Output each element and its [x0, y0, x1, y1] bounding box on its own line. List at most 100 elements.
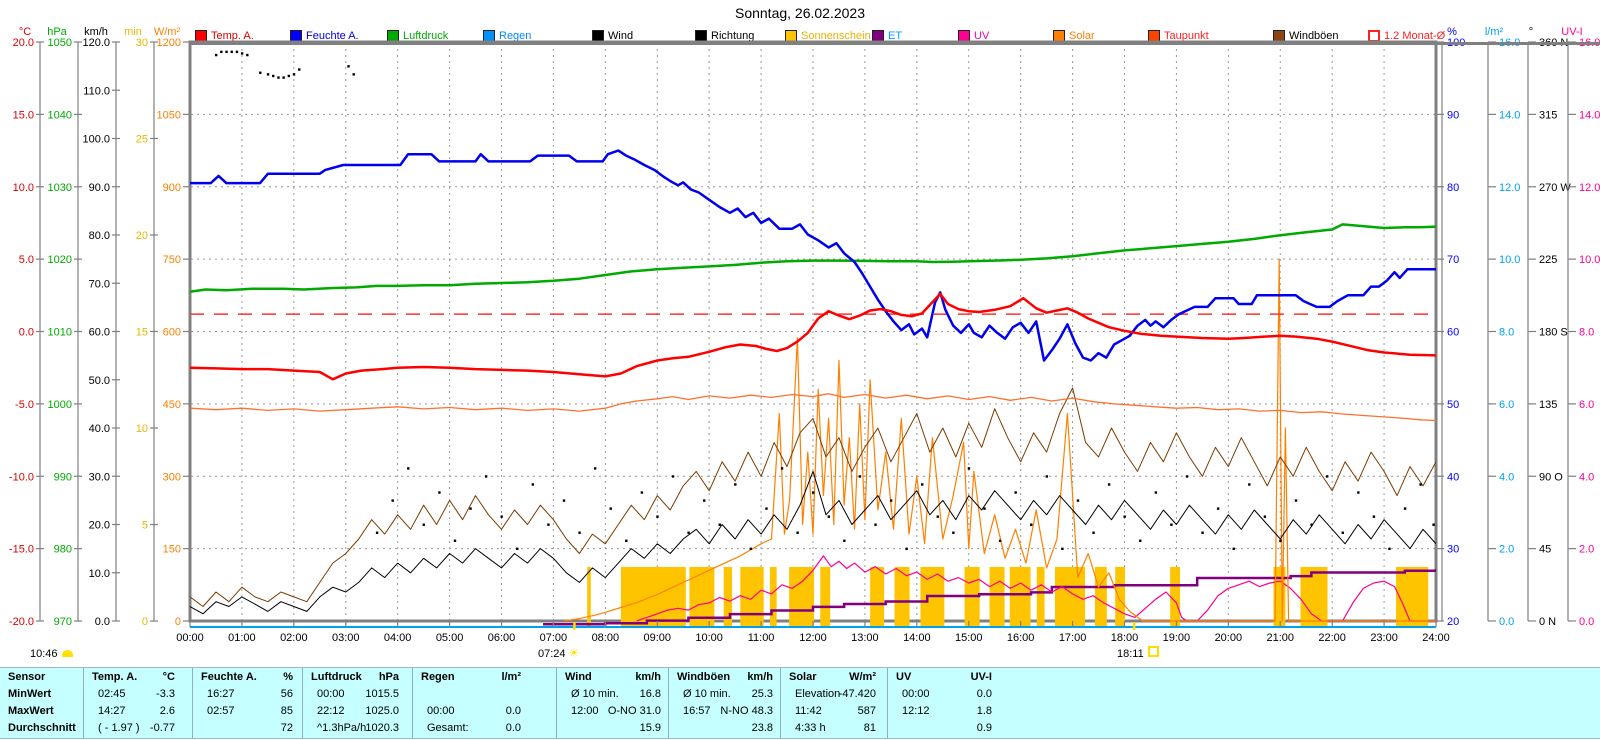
- table-cell: ( - 1.97 ): [98, 722, 140, 734]
- svg-text:02:00: 02:00: [280, 632, 308, 644]
- svg-text:100.0: 100.0: [82, 134, 110, 146]
- table-row: [413, 686, 557, 703]
- table-cell: 85: [280, 705, 293, 717]
- svg-text:21:00: 21:00: [1266, 632, 1294, 644]
- table-group-luftdruck: Luftdruck hPa 00:00 1015.5 22:12 1025.0 ^1.3hP…: [302, 668, 413, 739]
- axis-unit-W/m²: W/m²: [153, 26, 181, 38]
- table-row: 12:00 O-NO 31.0: [557, 703, 669, 720]
- legend-label-et: ET: [888, 29, 903, 42]
- table-cell: N-NO 48.3: [720, 705, 773, 717]
- table-cell: 0.0: [505, 705, 521, 717]
- svg-text:06:00: 06:00: [488, 632, 516, 644]
- table-cell: 15.9: [639, 722, 661, 734]
- svg-text:90.0: 90.0: [89, 182, 110, 194]
- svg-text:09:00: 09:00: [643, 632, 671, 644]
- axis-unit-km/h: km/h: [84, 26, 108, 38]
- svg-text:990: 990: [54, 471, 72, 483]
- table-cell: 1015.5: [365, 688, 399, 700]
- svg-text:315: 315: [1539, 109, 1557, 121]
- table-group-header: Temp. A. °C: [84, 669, 193, 686]
- table-row: 0.9: [888, 720, 1006, 737]
- svg-text:15.0: 15.0: [13, 109, 34, 121]
- axis-°C: 20.0 15.0 10.0 5.0 0.0 -5.0 -10.0 -15.0 -20.0: [9, 37, 44, 628]
- table-cell: Ø 10 min.: [683, 688, 731, 700]
- table-cell: 23.8: [751, 722, 773, 734]
- table-cell: Ø 10 min.: [571, 688, 619, 700]
- svg-text:4.0: 4.0: [1579, 471, 1594, 483]
- table-cell: 56: [280, 688, 293, 700]
- axis-unit-hPa: hPa: [47, 26, 67, 38]
- axis-unit-l/m²: l/m²: [1484, 26, 1504, 38]
- svg-text:10.0: 10.0: [89, 568, 110, 580]
- table-row-label: MinWert: [0, 686, 83, 703]
- axis-unit-min: min: [124, 26, 142, 38]
- table-cell: 11:42: [795, 705, 822, 717]
- table-row: 23.8: [669, 720, 781, 737]
- svg-text:14:00: 14:00: [903, 632, 931, 644]
- table-cell: 0.9: [976, 722, 992, 734]
- table-cell: -47.420: [838, 688, 876, 700]
- moon-icon: [61, 650, 73, 657]
- svg-text:0: 0: [175, 616, 181, 628]
- legend-item-et: ET: [872, 29, 902, 42]
- table-cell: Feuchte A.: [201, 671, 257, 683]
- table-cell: 587: [857, 705, 876, 717]
- svg-text:2.0: 2.0: [1579, 544, 1594, 556]
- series-richtung: [214, 50, 1435, 551]
- table-group-regen: Regen l/m² 00:00 0.0 Gesamt: 0.0: [412, 668, 557, 739]
- table-cell: UV: [896, 671, 912, 683]
- table-cell: Durchschnitt: [8, 722, 76, 734]
- table-cell: 16:57: [683, 705, 711, 717]
- table-row: 02:57 85: [193, 703, 303, 720]
- sun-icon: ☀: [568, 646, 580, 660]
- svg-text:08:00: 08:00: [592, 632, 620, 644]
- svg-text:0.0: 0.0: [95, 616, 110, 628]
- svg-text:1000: 1000: [48, 399, 72, 411]
- svg-text:150: 150: [163, 544, 181, 556]
- svg-text:1050: 1050: [48, 37, 72, 49]
- svg-text:20:00: 20:00: [1215, 632, 1243, 644]
- svg-text:70: 70: [1447, 254, 1459, 266]
- table-cell: 00:00: [902, 688, 930, 700]
- svg-text:6.0: 6.0: [1499, 399, 1514, 411]
- svg-text:00:00: 00:00: [176, 632, 204, 644]
- table-cell: -3.3: [156, 688, 175, 700]
- table-cell: °C: [162, 671, 175, 683]
- sunrise-time-label: 07:24: [538, 648, 566, 660]
- svg-text:1020: 1020: [48, 254, 72, 266]
- series-solar: [563, 258, 1436, 622]
- legend-item-windboeen: Windböen: [1273, 29, 1339, 42]
- page-title: Sonntag, 26.02.2023: [734, 5, 865, 21]
- svg-text:970: 970: [54, 616, 72, 628]
- svg-text:03:00: 03:00: [332, 632, 360, 644]
- svg-text:0.0: 0.0: [1499, 616, 1514, 628]
- table-cell: %: [283, 671, 293, 683]
- series-layer: [190, 50, 1436, 628]
- moonrise-time-label: 10:46: [30, 648, 58, 660]
- table-group-header: Wind km/h: [557, 669, 669, 686]
- sun-event-tick: [573, 622, 576, 630]
- svg-text:10:00: 10:00: [695, 632, 723, 644]
- table-cell: MaxWert: [8, 705, 54, 717]
- table-row: Elevation -47.420: [781, 686, 888, 703]
- axis-W/m²: 1200 1050 900 750 600 450 300 150 0: [157, 37, 190, 628]
- table-cell: 02:57: [207, 705, 235, 717]
- legend-label-regen: Regen: [499, 29, 532, 42]
- axis-min: 30 25 20 15 10 5 0: [136, 37, 158, 628]
- table-row: 72: [193, 720, 303, 737]
- svg-text:25: 25: [136, 134, 148, 146]
- table-cell: 1025.0: [365, 705, 399, 717]
- svg-text:135: 135: [1539, 399, 1557, 411]
- table-row: 16:57 N-NO 48.3: [669, 703, 781, 720]
- table-cell: Elevation: [795, 688, 841, 700]
- svg-text:20: 20: [136, 230, 148, 242]
- legend-label-luftdruck: Luftdruck: [403, 29, 449, 42]
- table-row: Ø 10 min. 25.3: [669, 686, 781, 703]
- svg-text:450: 450: [163, 399, 181, 411]
- table-cell: Solar: [789, 671, 817, 683]
- table-cell: l/m²: [501, 671, 521, 683]
- svg-text:5.0: 5.0: [19, 254, 34, 266]
- table-row: 11:42 587: [781, 703, 888, 720]
- table-row: Gesamt: 0.0: [413, 720, 557, 737]
